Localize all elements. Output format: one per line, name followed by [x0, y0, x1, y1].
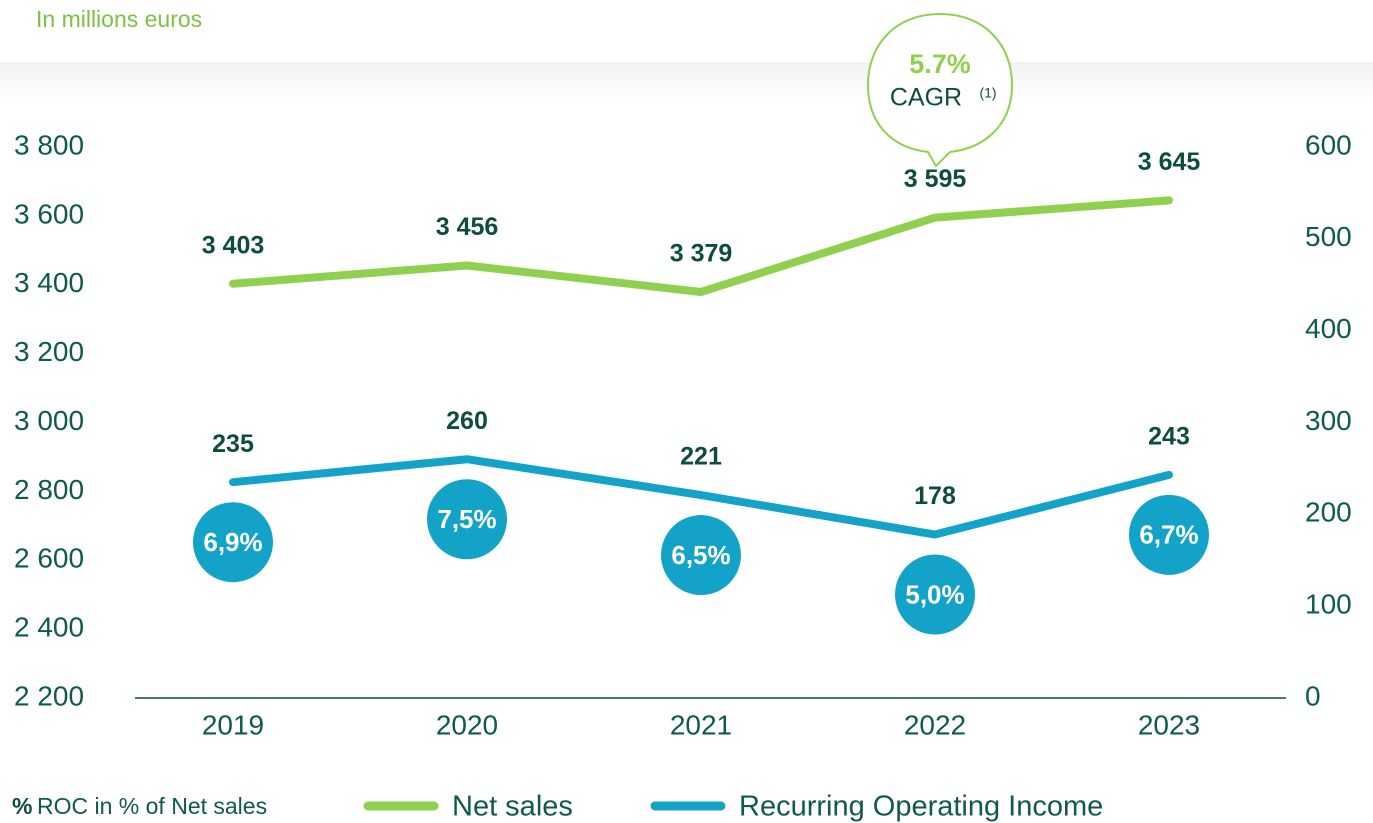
roc-badge: [895, 554, 975, 635]
y-tick-label: 2 200: [14, 680, 84, 711]
data-label: 3 595: [904, 165, 967, 193]
y-tick-label: 3 200: [14, 336, 84, 367]
series-line: [229, 196, 1173, 296]
y-tick-label: 3 400: [14, 267, 84, 298]
x-tick-label: 2019: [202, 709, 264, 740]
data-label: 235: [212, 430, 254, 458]
roc-label: 7,5%: [437, 504, 496, 534]
annotation-footnote: (1): [979, 85, 996, 101]
y-tick-label: 3 000: [14, 405, 84, 436]
data-label: 3 379: [670, 240, 733, 268]
roc-label: 6,9%: [203, 527, 262, 557]
legend-label: ROC in % of Net sales: [37, 793, 267, 819]
roc-badge: [427, 479, 507, 560]
y2-tick-label: 200: [1305, 497, 1352, 528]
data-label: 3 403: [202, 231, 265, 259]
annotation-text: CAGR: [890, 84, 962, 112]
roc-badge: [661, 515, 741, 596]
x-tick-label: 2021: [670, 709, 732, 740]
y-tick-label: 2 600: [14, 543, 84, 574]
header-band: [0, 62, 1373, 102]
legend-label: Net sales: [452, 791, 573, 823]
roc-badge: [1129, 494, 1209, 575]
data-label: 3 456: [436, 213, 499, 241]
chart-subtitle: In millions euros: [36, 6, 202, 32]
y-tick-label: 2 800: [14, 474, 84, 505]
data-label: 221: [680, 443, 722, 471]
annotation-bubble: [866, 12, 1014, 168]
y-tick-label: 3 600: [14, 198, 84, 229]
y2-tick-label: 600: [1305, 129, 1352, 160]
y2-tick-label: 500: [1305, 221, 1352, 252]
roc-badge: [193, 502, 273, 583]
roc-label: 5,0%: [905, 579, 964, 609]
y2-tick-label: 0: [1305, 680, 1321, 711]
legend-symbol: %: [12, 793, 32, 819]
annotation-value: 5.7%: [909, 49, 971, 79]
roc-label: 6,5%: [671, 540, 730, 570]
data-label: 243: [1148, 422, 1190, 450]
y2-tick-label: 100: [1305, 589, 1352, 620]
data-label: 178: [914, 482, 956, 510]
data-label: 260: [446, 407, 488, 435]
x-tick-label: 2022: [904, 709, 966, 740]
y-tick-label: 3 800: [14, 129, 84, 160]
y2-tick-label: 400: [1305, 313, 1352, 344]
y2-tick-label: 300: [1305, 405, 1352, 436]
roc-label: 6,7%: [1139, 520, 1198, 550]
legend-label: Recurring Operating Income: [739, 791, 1103, 823]
x-tick-label: 2023: [1138, 709, 1200, 740]
y-tick-label: 2 400: [14, 612, 84, 643]
data-label: 3 645: [1138, 148, 1201, 176]
x-tick-label: 2020: [436, 709, 498, 740]
series-line: [229, 455, 1173, 539]
